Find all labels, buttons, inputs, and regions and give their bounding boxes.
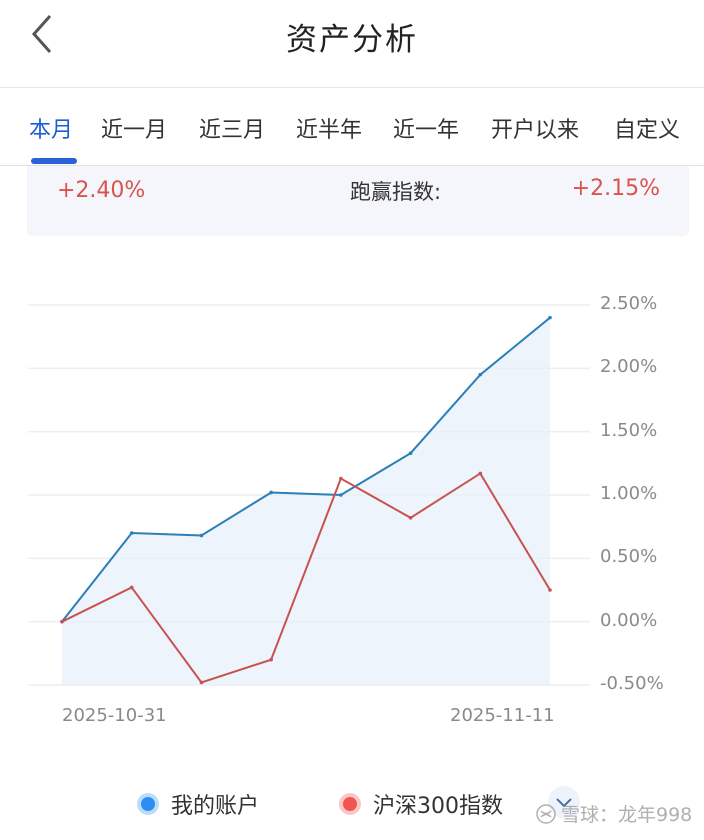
y-tick-label: 0.00%: [600, 609, 658, 631]
account-line: [61, 316, 551, 623]
tab-last-year[interactable]: 近一年: [393, 118, 460, 143]
x-tick-end: 2025-11-11: [450, 705, 555, 726]
y-tick-label: 2.00%: [600, 356, 658, 378]
account-return: +2.40%: [57, 178, 146, 203]
legend-account[interactable]: 我的账户: [137, 788, 259, 820]
line-chart: [28, 304, 590, 686]
index-dot-icon: [339, 793, 361, 815]
tab-last-3-months[interactable]: 近三月: [199, 118, 266, 143]
chevron-left-icon: [31, 15, 52, 53]
return-summary: +2.40% 跑赢指数: +2.15%: [27, 166, 689, 236]
watermark: 雪球：龙年998: [535, 800, 692, 827]
beat-index-value: +2.15%: [571, 176, 660, 201]
y-tick-label: -0.50%: [600, 673, 664, 694]
index-line: [61, 472, 551, 684]
expand-button[interactable]: [548, 786, 580, 818]
tab-this-month[interactable]: 本月: [29, 118, 74, 143]
chart-legend: 我的账户 沪深300指数: [0, 788, 704, 820]
tab-last-month[interactable]: 近一月: [101, 118, 168, 143]
tab-last-half-year[interactable]: 近半年: [296, 118, 363, 143]
legend-index[interactable]: 沪深300指数: [339, 788, 503, 820]
page-title: 资产分析: [286, 22, 418, 58]
active-tab-indicator: [31, 158, 77, 164]
account-dot-icon: [137, 793, 159, 815]
back-button[interactable]: [24, 12, 64, 56]
tab-custom[interactable]: 自定义: [614, 118, 681, 143]
tab-since-opening[interactable]: 开户以来: [491, 118, 580, 143]
period-tabs: 本月 近一月 近三月 近半年 近一年 开户以来 自定义: [0, 88, 704, 166]
beat-index-label: 跑赢指数:: [350, 180, 442, 204]
x-tick-start: 2025-10-31: [62, 705, 167, 726]
y-tick-label: 2.50%: [600, 293, 658, 314]
y-tick-label: 1.50%: [600, 419, 658, 441]
top-bar: 资产分析: [0, 0, 704, 88]
chevron-down-icon: [556, 798, 572, 808]
snowball-logo-icon: [536, 803, 556, 824]
y-tick-label: 0.50%: [600, 546, 658, 568]
return-chart: 2.50% 2.00% 1.50% 1.00% 0.50% 0.00% -0.50% 202…: [0, 280, 704, 730]
y-tick-label: 1.00%: [600, 483, 658, 504]
